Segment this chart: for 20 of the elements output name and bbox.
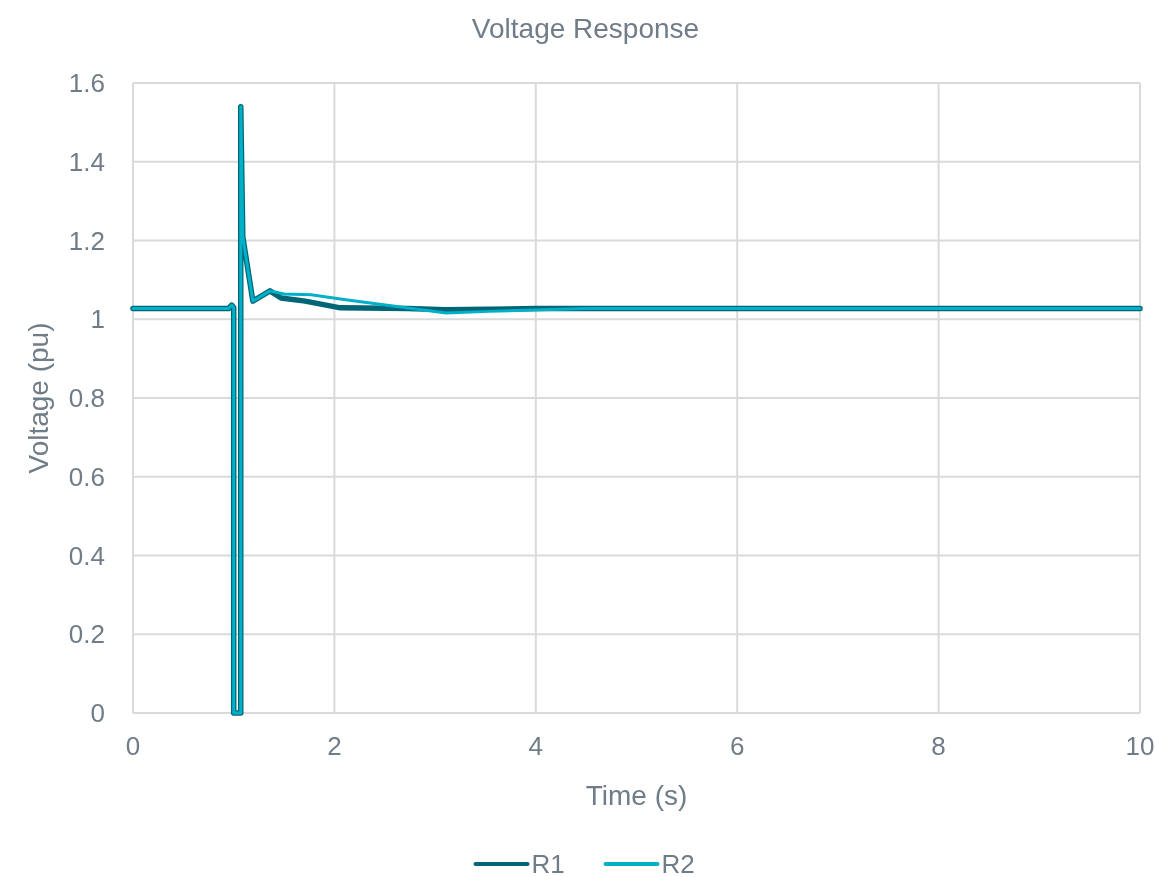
y-tick-label: 0.4 [68,540,105,571]
chart-title: Voltage Response [471,13,700,44]
y-tick-label: 0.8 [68,383,105,414]
legend-label: R1 [531,849,565,877]
y-tick-label: 0 [90,698,105,729]
y-tick-label: 0.6 [68,461,105,492]
x-tick-label: 6 [729,731,745,761]
legend-label: R2 [661,849,695,877]
x-tick-label: 10 [1125,731,1155,761]
x-tick-label: 4 [528,731,544,761]
y-tick-label: 1.4 [68,146,105,177]
x-tick-label: 0 [125,731,141,761]
y-tick-label: 1.2 [68,225,105,256]
x-tick-label: 2 [327,731,342,761]
x-tick-label: 8 [931,731,946,761]
y-tick-label: 1 [90,304,105,335]
y-tick-label: 0.2 [68,619,105,650]
x-axis-title: Time (s) [585,780,688,811]
y-tick-label: 1.6 [68,68,105,99]
y-axis-title: Voltage (pu) [23,322,54,474]
